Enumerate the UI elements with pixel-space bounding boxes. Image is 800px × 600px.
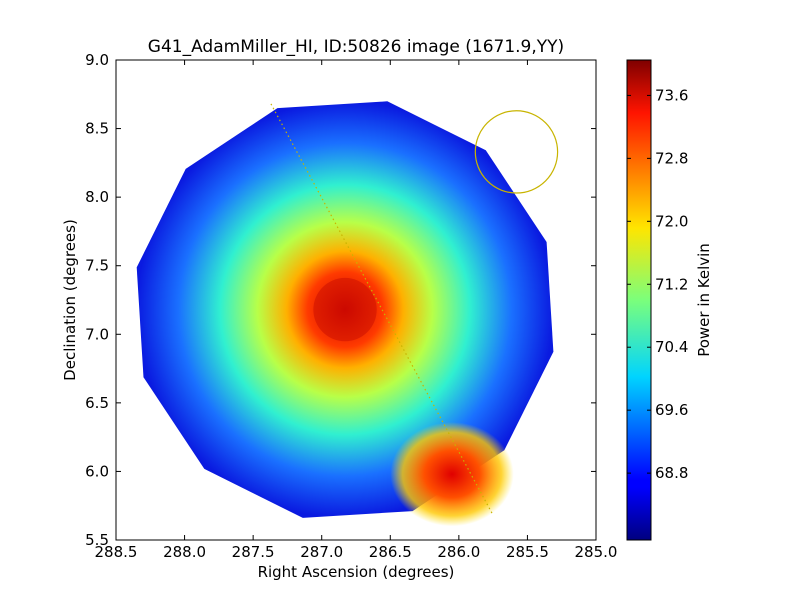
x-tick-label: 285.5 <box>506 543 549 561</box>
chart-title: G41_AdamMiller_HI, ID:50826 image (1671.… <box>148 37 564 57</box>
heatmap-image <box>136 101 554 527</box>
plot-frame <box>115 59 597 541</box>
colorbar-tick-label: 73.6 <box>655 86 688 104</box>
bright-lobe <box>390 422 514 527</box>
y-tick-label: 7.0 <box>85 325 109 343</box>
colorbar-tick-label: 68.8 <box>655 464 688 482</box>
x-tick-label: 286.0 <box>437 543 480 561</box>
beam-circle <box>474 110 559 194</box>
bright-core <box>313 277 377 342</box>
y-tick-label: 8.0 <box>85 188 109 206</box>
dotted-line <box>270 103 494 516</box>
colorbar-ticks: 68.8 69.6 70.4 71.2 72.0 72.8 73.6 <box>627 86 688 482</box>
colorbar-tick-label: 70.4 <box>655 338 688 356</box>
x-tick-label: 287.0 <box>300 543 343 561</box>
x-axis-ticks: 288.5 288.0 287.5 287.0 286.5 286.0 285.5 285.0 <box>95 60 618 561</box>
y-tick-label: 6.5 <box>85 394 109 412</box>
x-axis-label: Right Ascension (degrees) <box>258 563 455 581</box>
x-tick-label: 286.5 <box>369 543 412 561</box>
y-tick-label: 9.0 <box>85 51 109 69</box>
overlays <box>270 103 559 516</box>
y-tick-label: 7.5 <box>85 257 109 275</box>
y-tick-label: 5.5 <box>85 531 109 549</box>
y-tick-label: 8.5 <box>85 120 109 138</box>
colorbar <box>626 59 652 541</box>
colorbar-label: Power in Kelvin <box>695 243 713 357</box>
x-tick-label: 287.5 <box>232 543 275 561</box>
x-tick-label: 288.0 <box>163 543 206 561</box>
colorbar-tick-label: 72.0 <box>655 212 688 230</box>
y-tick-label: 6.0 <box>85 462 109 480</box>
colorbar-tick-label: 72.8 <box>655 149 688 167</box>
x-tick-label: 285.0 <box>575 543 618 561</box>
y-axis-ticks: 5.5 6.0 6.5 7.0 7.5 8.0 8.5 9.0 <box>85 51 596 549</box>
colorbar-tick-label: 71.2 <box>655 275 688 293</box>
colorbar-tick-label: 69.6 <box>655 401 688 419</box>
x-tick-label: 288.5 <box>95 543 138 561</box>
y-axis-label: Declination (degrees) <box>61 219 79 381</box>
